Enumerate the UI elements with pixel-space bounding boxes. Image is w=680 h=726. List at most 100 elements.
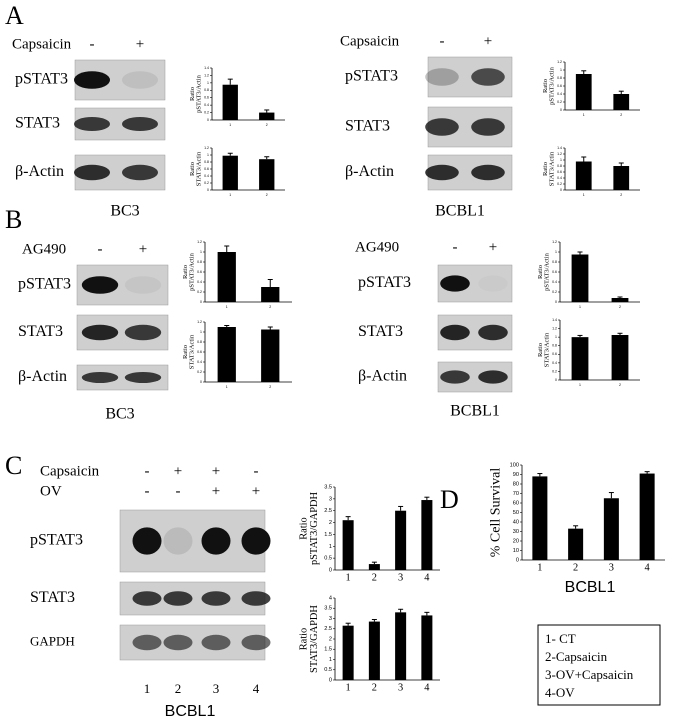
treatment-label: AG490 (22, 241, 66, 257)
x-tick-label: 2 (269, 385, 271, 389)
y-axis-label: pSTAT3/GAPDH (309, 491, 320, 565)
y-tick-label: 0.6 (204, 167, 209, 171)
treatment-label: AG490 (355, 239, 399, 255)
lane-number: 1 (144, 681, 151, 696)
y-tick-label: 1 (207, 81, 209, 85)
y-axis-label: STAT3/GAPDH (309, 605, 320, 673)
y-tick-label: 1.4 (204, 66, 209, 70)
treatment-sign: + (252, 483, 260, 499)
y-axis-label: STAT3/Actin (544, 332, 551, 367)
y-tick-label: 1 (200, 330, 202, 334)
y-tick-label: 1 (555, 335, 557, 339)
treatment-label: Capsaicin (12, 36, 72, 52)
row-label: β-Actin (15, 163, 64, 180)
blot-band (425, 68, 459, 86)
y-tick-label: 0.8 (557, 164, 562, 168)
x-tick-label: 1 (583, 113, 585, 117)
row-label: GAPDH (30, 633, 75, 648)
treatment-label: Capsaicin (340, 33, 400, 49)
y-tick-label: 2 (329, 636, 332, 642)
panel-label: A (5, 1, 24, 30)
y-tick-label: 0.4 (204, 174, 209, 178)
y-tick-label: 0.6 (552, 270, 557, 274)
bar (342, 625, 354, 680)
blot-band (241, 527, 271, 555)
lane-number: 2 (175, 681, 182, 696)
blot-band (471, 164, 505, 181)
treatment-sign: + (489, 239, 497, 255)
lane-number: 3 (213, 681, 220, 696)
treatment-sign: + (212, 483, 220, 499)
cell-line: BC3 (110, 203, 139, 220)
y-tick-label: 1.2 (557, 60, 562, 64)
bar (568, 528, 584, 560)
y-tick-label: 0.8 (552, 344, 557, 348)
treatment-sign: - (176, 483, 181, 499)
y-tick-label: 0.8 (204, 88, 209, 92)
y-tick-label: 0.8 (197, 260, 202, 264)
row-label: pSTAT3 (345, 68, 398, 85)
blot-band (132, 591, 162, 606)
bar (611, 298, 629, 302)
treatment-sign: + (212, 463, 220, 479)
blot-band (163, 591, 193, 606)
blot-band (74, 116, 110, 132)
bar (603, 498, 619, 560)
x-tick-label: 1 (229, 193, 231, 197)
row-label: pSTAT3 (15, 71, 68, 88)
bar (368, 564, 380, 570)
row-label: STAT3 (15, 115, 60, 132)
x-tick-label: 4 (424, 682, 430, 693)
blot-band (163, 634, 193, 651)
bar (259, 112, 275, 120)
bar (639, 473, 655, 560)
y-tick-label: 0 (555, 378, 557, 382)
blot-band (124, 276, 162, 294)
blot-band (74, 164, 110, 181)
y-axis-label: Ratio (542, 162, 549, 176)
y-tick-label: 1.2 (204, 73, 209, 77)
legend-box (537, 624, 661, 706)
cell-line: BC3 (105, 406, 134, 423)
y-tick-label: 0.2 (204, 181, 209, 185)
y-tick-label: 0.4 (197, 360, 202, 364)
cell-line: BCBL1 (565, 579, 616, 596)
y-axis-label: % Cell Survival (489, 468, 504, 558)
x-tick-label: 2 (372, 682, 377, 693)
x-tick-label: 1 (226, 385, 228, 389)
blot-band (478, 370, 508, 384)
y-axis-label: Ratio (182, 265, 189, 279)
row-label: STAT3 (358, 323, 403, 340)
y-tick-label: 0 (207, 188, 209, 192)
blot-band (425, 164, 459, 181)
blot-band (201, 591, 231, 606)
blot-band (122, 71, 158, 89)
y-tick-label: 0 (555, 300, 557, 304)
legend-entry: 2-Capsaicin (545, 649, 608, 664)
y-tick-label: 0 (207, 118, 209, 122)
blot-band (132, 634, 162, 651)
y-tick-label: 0.2 (197, 290, 202, 294)
y-tick-label: 0.8 (197, 340, 202, 344)
y-tick-label: 0.8 (557, 76, 562, 80)
blot-band (471, 118, 505, 136)
blot-band (440, 275, 470, 292)
y-tick-label: 1.2 (204, 146, 209, 150)
x-tick-label: 4 (645, 562, 651, 573)
x-tick-label: 1 (583, 193, 585, 197)
bar (395, 612, 407, 680)
row-label: pSTAT3 (18, 276, 71, 293)
bar (613, 94, 630, 110)
treatment-label: OV (40, 483, 62, 499)
row-label: β-Actin (345, 163, 394, 180)
x-tick-label: 1 (226, 305, 228, 309)
y-tick-label: 50 (513, 510, 519, 516)
y-tick-label: 80 (513, 481, 519, 487)
y-tick-label: 1 (560, 68, 562, 72)
x-tick-label: 2 (372, 572, 377, 583)
y-tick-label: 0.2 (557, 182, 562, 186)
y-tick-label: 1 (329, 657, 332, 663)
y-axis-label: STAT3/Actin (196, 151, 203, 186)
y-tick-label: 2.5 (324, 508, 332, 514)
